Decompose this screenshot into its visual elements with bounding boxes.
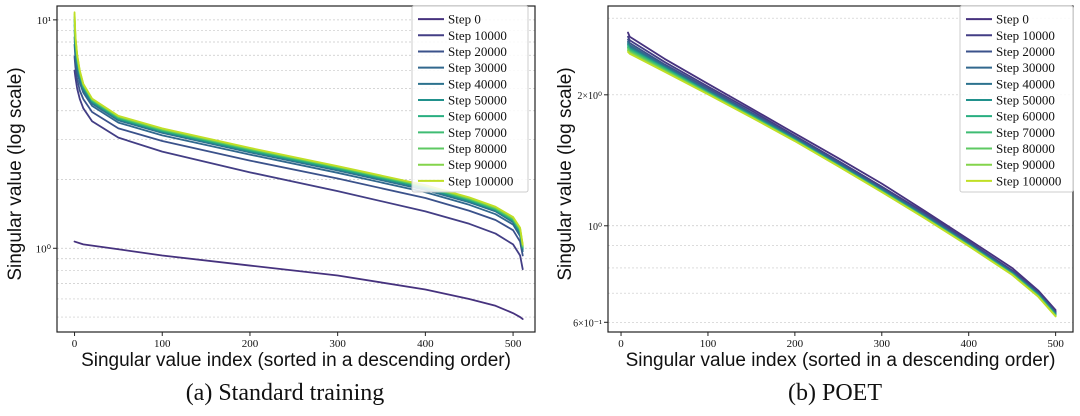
legend-label: Step 0 [996, 12, 1029, 27]
legend-label: Step 100000 [448, 173, 513, 188]
legend-label: Step 70000 [448, 125, 507, 140]
legend-label: Step 30000 [996, 60, 1055, 75]
y-tick-label: 2×10⁰ [577, 91, 602, 102]
legend-label: Step 70000 [996, 125, 1055, 140]
series-line-step-10000 [627, 35, 1057, 313]
legend-label: Step 30000 [448, 60, 507, 75]
legend-label: Step 0 [448, 12, 481, 27]
x-tick-label: 300 [874, 338, 891, 350]
legend-box [411, 5, 529, 193]
legend-label: Step 90000 [996, 157, 1055, 172]
legend-label: Step 90000 [448, 157, 507, 172]
legend-label: Step 60000 [448, 109, 507, 124]
series-line-step-100000 [73, 11, 524, 246]
y-tick-label: 10⁰ [588, 222, 602, 233]
caption-poet: (b) POET [788, 380, 882, 406]
series-line-step-20000 [73, 55, 524, 257]
y-axis-label: Singular value (log scale) [5, 67, 26, 280]
plot-frame [56, 5, 536, 333]
legend-label: Step 10000 [996, 28, 1055, 43]
grid [608, 17, 1073, 323]
series-line-step-0 [627, 31, 1057, 312]
x-tick-label: 0 [72, 338, 78, 350]
chart-a: 0 100 200 300 400 500 10⁰ 10¹ Singular value ind… [5, 5, 536, 371]
legend-label: Step 80000 [996, 141, 1055, 156]
legend-label: Step 20000 [448, 44, 507, 59]
x-tick-label: 0 [618, 338, 624, 350]
legend-label: Step 20000 [996, 44, 1055, 59]
x-tick-label: 100 [700, 338, 717, 350]
legend-label: Step 50000 [996, 93, 1055, 108]
caption-standard-training: (a) Standard training [185, 380, 385, 406]
y-axis-label: Singular value (log scale) [555, 67, 576, 280]
x-axis-label: Singular value index (sorted in a descen… [626, 350, 1056, 371]
x-tick-label: 300 [329, 338, 346, 350]
x-tick-label: 400 [960, 338, 977, 350]
series-group [73, 11, 524, 320]
x-tick-label: 100 [154, 338, 171, 350]
x-tick-label: 500 [505, 338, 522, 350]
legend-label: Step 50000 [448, 93, 507, 108]
x-tick-label: 200 [242, 338, 259, 350]
series-line-step-100000 [627, 50, 1057, 318]
legend-label: Step 80000 [448, 141, 507, 156]
y-tick-label: 6×10⁻¹ [573, 318, 602, 329]
legend-label: Step 40000 [448, 76, 507, 91]
legend-label: Step 10000 [448, 28, 507, 43]
x-tick-label: 500 [1047, 338, 1064, 350]
legend-label: Step 40000 [996, 76, 1055, 91]
legend-label: Step 100000 [996, 173, 1061, 188]
x-tick-label: 400 [417, 338, 434, 350]
x-tick-label: 200 [787, 338, 804, 350]
x-axis-label: Singular value index (sorted in a descen… [81, 350, 511, 371]
series-line-step-10000 [73, 69, 524, 271]
legend-label: Step 60000 [996, 109, 1055, 124]
y-tick-label: 10⁰ [36, 243, 52, 255]
y-tick-label: 10¹ [37, 15, 51, 27]
series-line-step-0 [73, 240, 524, 320]
legend-box [959, 5, 1074, 193]
series-group [627, 31, 1057, 318]
